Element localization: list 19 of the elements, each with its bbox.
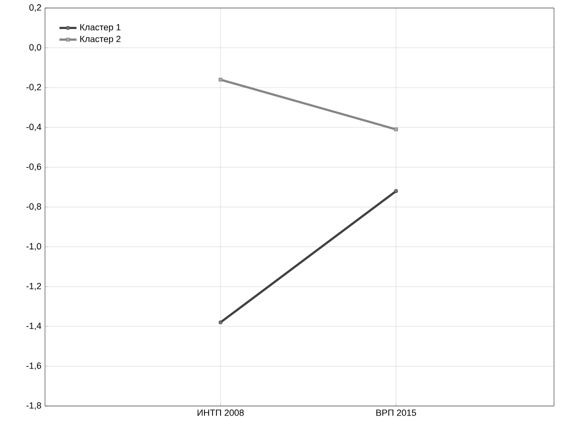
y-tick-label: -0,4 — [26, 124, 42, 132]
point — [394, 127, 398, 132]
y-tick-label: -1,6 — [26, 362, 42, 370]
y-tick-label: 0,2 — [29, 4, 42, 12]
y-tick-label: -0,2 — [26, 84, 42, 92]
point — [218, 320, 222, 324]
x-tick-label: ИНТП 2008 — [198, 410, 244, 416]
y-tick-label: -0,8 — [26, 203, 42, 211]
y-tick-label: -1,8 — [26, 402, 42, 410]
y-tick-label: -1,0 — [26, 243, 42, 250]
y-tick-label: -1,4 — [26, 322, 42, 330]
y-tick-label: -1,2 — [26, 282, 42, 290]
y-tick-label: 0,0 — [29, 44, 42, 52]
x-tick-label: ВРП 2015 — [376, 410, 416, 416]
y-tick-label: -0,6 — [26, 163, 42, 171]
legend-label: Кластер 2 — [80, 36, 120, 44]
point — [218, 78, 222, 82]
point — [394, 189, 398, 193]
legend-label: Кластер 1 — [80, 24, 120, 32]
